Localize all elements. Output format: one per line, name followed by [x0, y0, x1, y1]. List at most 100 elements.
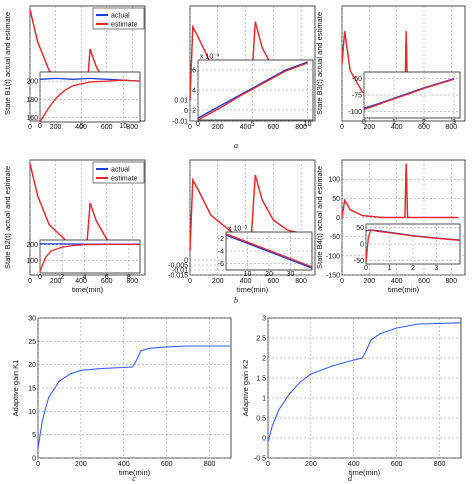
d-x-tick-label-2: 400: [348, 461, 360, 468]
b1-inset-x-tick-label-3: 6: [105, 274, 109, 281]
b1-x-tick-label-0: 0: [28, 278, 32, 285]
d-y-tick-label-4: 1.5: [256, 376, 266, 383]
chart-b2: 0 200 400 600 800-0.015-0.01-0.0050time(min)…: [168, 159, 316, 294]
d-x-tick-label-0: 0: [266, 461, 270, 468]
a1-legend-label-actual: actual: [111, 13, 130, 20]
b3-y-axis-label: State B4(t) actual and estimate: [315, 166, 324, 269]
chart-d: 0 200 400 600 800-0.500.511.522.53time(min)A…: [241, 316, 462, 477]
a2-inset-exponent-label: x 10⁻³: [200, 54, 220, 61]
a2-inset-x-tick-label-0: 0: [196, 121, 200, 128]
b1-inset-x-tick-label-4: 8: [127, 274, 131, 281]
a3-inset-x-tick-label-1: 1: [392, 119, 396, 126]
b3-y-tick-label-3: 0: [336, 215, 340, 222]
a3-x-tick-label-4: 800: [445, 124, 457, 131]
b3-inset-x-tick-label-3: 3: [435, 265, 439, 272]
b3-x-tick-label-3: 600: [418, 278, 430, 285]
a2-inset-series-line-estimate: [197, 62, 308, 121]
b2-x-tick-label-3: 600: [267, 278, 279, 285]
b3-y-tick-label-5: 100: [328, 177, 340, 184]
a2-inset-series-line-actual: [197, 61, 308, 119]
b3-inset-x-tick-label-2: 2: [411, 265, 415, 272]
b3-y-tick-label-1: -100: [326, 253, 340, 260]
b1-inset-y-tick-label-0: 100: [26, 258, 38, 265]
a1-inset-plot-area: [39, 71, 141, 123]
a2-inset-y-tick-label-0: 2: [192, 108, 196, 115]
d-y-tick-label-1: 0: [262, 436, 266, 443]
d-plot-area: [267, 317, 462, 459]
d-y-tick-label-5: 2: [262, 356, 266, 363]
d-y-tick-label-6: 2.5: [256, 336, 266, 343]
d-x-tick-label-4: 800: [434, 461, 446, 468]
b3-inset-x-tick-label-0: 0: [364, 265, 368, 272]
b1-inset-series-line-estimate: [39, 243, 140, 272]
d-y-axis-label: Adaptive gain K2: [241, 360, 250, 417]
a2-x-tick-label-3: 600: [267, 124, 279, 131]
a1-legend-label-estimate: estimate: [111, 22, 138, 29]
b2-y-tick-label-3: 0: [184, 258, 188, 265]
b2-inset-y-tick-label-0: -6: [218, 261, 224, 268]
c-x-tick-label-1: 200: [75, 461, 87, 468]
a1-x-tick-label-1: 200: [50, 124, 62, 131]
a1-x-tick-label-2: 400: [75, 124, 87, 131]
d-x-tick-label-3: 600: [391, 461, 403, 468]
a3-inset-y-tick-label-0: -100: [348, 109, 362, 116]
c-y-axis-label: Adaptive gain K1: [11, 360, 20, 417]
b3-series-line-estimate: [341, 163, 459, 219]
b3-y-tick-label-2: -50: [330, 234, 340, 241]
b1-x-axis-label: time(min): [72, 285, 104, 294]
a1-inset-x-tick-label-2: 10: [119, 123, 127, 130]
a3-inset-series-line-estimate: [363, 78, 455, 111]
b2-inset-series-line-actual: [225, 234, 313, 269]
b2-inset-x-tick-label-2: 30: [287, 271, 295, 278]
c-x-axis-label: time(min): [119, 468, 151, 477]
a3-inset-x-tick-label-2: 2: [422, 119, 426, 126]
c-x-tick-label-2: 400: [118, 461, 130, 468]
chart-a1: 0 200 400 600 800 State B1(t) actual and esti…: [3, 5, 146, 131]
c-y-tick-label-1: 5: [32, 432, 36, 439]
b1-inset-plot-area: [39, 239, 141, 274]
d-y-tick-label-2: 0.5: [256, 416, 266, 423]
b2-x-tick-label-0: 0: [188, 278, 192, 285]
b3-x-tick-label-0: 0: [340, 278, 344, 285]
b2-y-tick-label-1: -0.01: [172, 268, 188, 275]
b1-inset-x-tick-label-2: 4: [82, 274, 86, 281]
a2-y-tick-label-0: -0.01: [172, 119, 188, 126]
b2-inset-series-line-estimate: [225, 233, 313, 268]
b2-inset: 10 20 30 -6 -4 -2 x 10⁻³: [218, 226, 313, 278]
d-y-tick-label-3: 1: [262, 396, 266, 403]
d-x-axis-label: time(min): [349, 468, 381, 477]
b2-inset-exponent-label: x 10⁻³: [228, 226, 248, 233]
caption-c: c: [132, 474, 136, 483]
b3-x-tick-label-4: 800: [445, 278, 457, 285]
a3-y-axis-label: State B3(t) actual and estimate: [315, 12, 324, 115]
a3-inset-y-tick-label-1: -75: [352, 93, 362, 100]
caption-b: b: [234, 296, 238, 305]
b2-inset-y-tick-label-1: -4: [218, 249, 224, 256]
a2-inset: 0 5 10 2 4 6 x 10⁻³: [192, 54, 314, 128]
c-y-tick-label-5: 25: [28, 339, 36, 346]
chart-b3: 0 200 400 600 800-150-100-50050100time(min)S…: [315, 159, 466, 294]
a3-x-tick-label-0: 0: [340, 124, 344, 131]
d-x-tick-label-1: 200: [305, 461, 317, 468]
a1-x-tick-label-3: 600: [101, 124, 113, 131]
b2-y-tick-label-0: -0.015: [168, 273, 188, 280]
b2-inset-x-tick-label-0: 10: [244, 271, 252, 278]
b1-inset-y-tick-label-1: 200: [26, 242, 38, 249]
a1-inset-x-tick-label-0: 0: [38, 123, 42, 130]
caption-a: a: [234, 141, 238, 150]
chart-c: 0 200 400 600 800 0 5 10 15 20 25 30 time(min) Adapti…: [11, 316, 232, 477]
b3-x-axis-label: time(min): [388, 285, 420, 294]
a1-inset-y-tick-label-0: 160: [26, 115, 38, 122]
c-y-tick-label-2: 10: [28, 409, 36, 416]
a1-inset-series-line-estimate: [39, 79, 141, 123]
a2-x-tick-label-2: 400: [240, 124, 252, 131]
a2-y-tick-label-2: 0.01: [174, 98, 188, 105]
a1-inset-y-tick-label-1: 180: [26, 97, 38, 104]
d-series-line-K2: [267, 322, 462, 443]
b3-x-tick-label-2: 400: [391, 278, 403, 285]
b1-legend-label-actual: actual: [111, 167, 130, 174]
